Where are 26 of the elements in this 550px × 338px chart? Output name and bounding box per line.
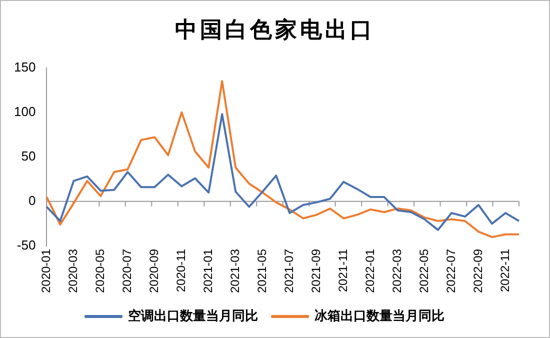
x-tick-label: 2022-01 [362, 248, 377, 294]
y-tick-label: 0 [28, 193, 36, 208]
y-tick-label: 50 [21, 148, 36, 164]
x-tick-label: 2021-09 [308, 248, 323, 294]
x-tick-label: 2022-09 [470, 248, 485, 294]
x-tick-label: 2022-03 [390, 248, 404, 294]
x-tick-label: 2022-05 [416, 248, 431, 294]
y-tick-label: 100 [14, 104, 36, 119]
y-tick-label: 150 [14, 59, 36, 74]
y-tick-label: -50 [16, 238, 36, 253]
chart-title: 中国白色家电出口 [174, 16, 376, 45]
x-tick-label: 2020-11 [174, 248, 188, 292]
legend-label: 空调出口数量当月同比 [128, 308, 258, 324]
x-tick-label: 2021-05 [254, 248, 269, 294]
x-tick-label: 2020-07 [120, 248, 134, 294]
x-tick-label: 2022-11 [498, 248, 512, 292]
x-tick-label: 2021-07 [282, 248, 296, 294]
x-tick-label: 2020-05 [92, 248, 107, 294]
x-tick-label: 2020-01 [39, 248, 53, 294]
x-tick-label: 2021-11 [336, 248, 350, 292]
x-tick-label: 2021-01 [200, 248, 215, 294]
x-tick-label: 2021-03 [228, 248, 242, 294]
legend-label: 冰箱出口数量当月同比 [314, 308, 444, 324]
x-tick-label: 2020-09 [146, 248, 161, 294]
x-tick-label: 2022-07 [444, 248, 458, 294]
x-tick-label: 2020-03 [66, 248, 80, 294]
